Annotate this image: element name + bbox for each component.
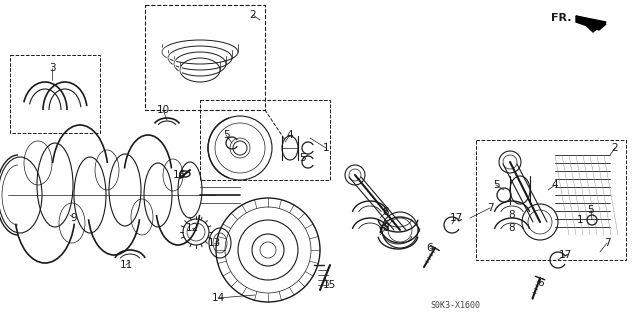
Text: 6: 6 [538,278,544,288]
Text: 5: 5 [588,205,595,215]
Text: 8: 8 [383,207,389,217]
Text: 5: 5 [493,180,499,190]
Text: 3: 3 [49,63,55,73]
Text: FR.: FR. [550,13,571,23]
Text: 1: 1 [577,215,583,225]
Text: 2: 2 [612,143,618,153]
Text: 15: 15 [323,280,335,290]
Text: 5: 5 [300,153,307,163]
Text: S0K3-X1600: S0K3-X1600 [430,301,480,309]
Bar [145,5,265,110]
Text: 1: 1 [323,143,330,153]
Text: 14: 14 [211,293,225,303]
Text: 4: 4 [552,180,558,190]
Text: 5: 5 [223,130,229,140]
Text: 4: 4 [287,130,293,140]
Text: 11: 11 [120,260,132,270]
Text: 6: 6 [427,243,433,253]
Text: 7: 7 [486,203,493,213]
Polygon shape [576,16,606,30]
Bar [10,55,100,133]
Text: 16: 16 [172,170,186,180]
Text: 2: 2 [250,10,256,20]
Text: 12: 12 [186,223,198,233]
Text: 8: 8 [383,223,389,233]
Text: 10: 10 [156,105,170,115]
Bar [476,140,626,260]
Polygon shape [576,16,606,32]
Bar [200,100,330,180]
Text: 8: 8 [509,210,515,220]
Text: 7: 7 [604,238,611,248]
Text: 8: 8 [509,223,515,233]
Text: 9: 9 [70,213,77,223]
Text: 17: 17 [449,213,463,223]
Text: 17: 17 [558,250,572,260]
Text: 13: 13 [207,238,221,248]
